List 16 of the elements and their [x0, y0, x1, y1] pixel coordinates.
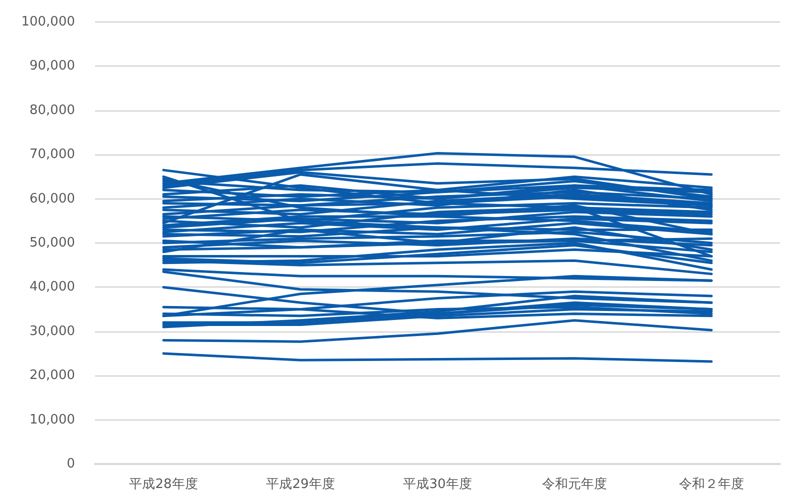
- y-tick-label: 10,000: [30, 412, 75, 428]
- y-tick-label: 50,000: [30, 236, 75, 250]
- x-tick-label: 令和２年度: [679, 476, 744, 492]
- x-tick-label: 平成30年度: [403, 476, 472, 492]
- x-tick-label: 平成28年度: [129, 476, 198, 492]
- x-tick-label: 平成29年度: [266, 476, 335, 492]
- y-tick-label: 20,000: [30, 368, 75, 384]
- y-tick-label: 100,000: [21, 14, 75, 30]
- y-tick-label: 70,000: [30, 147, 75, 162]
- y-tick-label: 40,000: [30, 280, 75, 295]
- y-tick-label: 0: [66, 456, 75, 472]
- y-tick-label: 60,000: [30, 191, 75, 206]
- y-tick-label: 30,000: [30, 324, 75, 339]
- x-tick-label: 令和元年度: [542, 476, 607, 492]
- y-tick-label: 80,000: [30, 102, 75, 118]
- y-tick-label: 90,000: [30, 58, 75, 74]
